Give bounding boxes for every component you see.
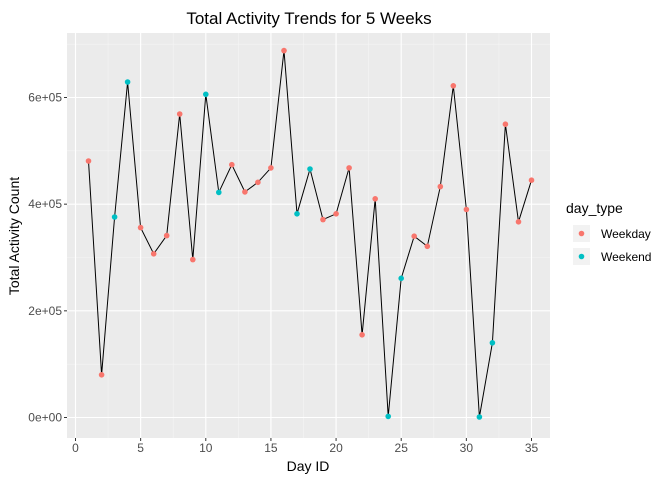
legend: day_type Weekday Weekend: [566, 200, 651, 265]
data-point-weekday: [150, 251, 157, 257]
data-point-weekend: [203, 91, 209, 98]
grid-minor: [67, 33, 550, 438]
x-tick-label: 35: [525, 441, 539, 455]
data-point-weekday: [359, 332, 365, 338]
data-point-weekday: [372, 196, 379, 202]
x-tick-label: 0: [72, 441, 79, 455]
data-point-weekend: [111, 214, 118, 220]
x-tick-label: 25: [395, 441, 409, 455]
data-point-weekday: [255, 179, 261, 186]
legend-title: day_type: [566, 200, 623, 216]
data-point-weekend: [216, 189, 222, 196]
y-tick-label: 6e+05: [28, 91, 62, 105]
plot-panel: [67, 33, 550, 438]
x-tick-label: 5: [137, 441, 144, 455]
legend-label-weekend: Weekend: [601, 250, 651, 264]
data-point-weekday: [463, 206, 470, 213]
data-point-weekday: [176, 111, 183, 117]
data-point-weekend: [307, 166, 313, 172]
data-point-weekday: [320, 216, 326, 223]
data-point-weekday: [242, 189, 248, 195]
data-point-weekday: [515, 219, 522, 225]
data-point-weekday: [268, 165, 274, 171]
data-point-weekday: [85, 158, 92, 164]
data-point-weekend: [398, 275, 405, 282]
data-point-weekday: [229, 161, 235, 168]
data-point-weekend: [489, 340, 496, 346]
data-point-weekday: [281, 47, 287, 54]
data-point-weekday: [502, 121, 509, 127]
data-point-weekday: [450, 83, 457, 89]
data-point-weekend: [124, 79, 131, 85]
x-tick-label: 20: [329, 441, 343, 455]
legend-swatch-weekend: [578, 253, 585, 260]
x-tick-label: 15: [264, 441, 278, 455]
legend-label-weekday: Weekday: [601, 227, 651, 241]
data-point-weekday: [190, 256, 196, 263]
data-point-weekday: [411, 233, 418, 239]
data-point-weekday: [528, 177, 535, 183]
data-point-weekend: [294, 211, 300, 217]
data-point-weekday: [437, 183, 444, 190]
y-tick-label: 2e+05: [28, 304, 62, 318]
data-points: [85, 47, 535, 420]
data-point-weekday: [163, 232, 170, 239]
y-tick-label: 0e+00: [28, 411, 62, 425]
grid-major: [67, 33, 550, 438]
data-point-weekday: [346, 165, 352, 171]
x-tick-label: 10: [199, 441, 213, 455]
y-axis-ticks: 0e+00 2e+05 4e+05 6e+05: [28, 91, 67, 425]
data-point-weekend: [385, 413, 392, 420]
y-axis-title: Total Activity Count: [6, 177, 22, 295]
data-point-weekday: [98, 372, 105, 378]
data-point-weekday: [333, 211, 339, 217]
data-point-weekday: [424, 243, 431, 250]
data-point-weekday: [137, 224, 144, 231]
data-point-weekend: [476, 414, 483, 420]
x-tick-label: 30: [460, 441, 474, 455]
x-axis-ticks: 0 5 10 15 20 25 30 35: [72, 438, 538, 455]
x-axis-title: Day ID: [287, 458, 330, 474]
y-tick-label: 4e+05: [28, 197, 62, 211]
legend-swatch-weekday: [578, 230, 585, 237]
chart-title: Total Activity Trends for 5 Weeks: [186, 9, 431, 28]
